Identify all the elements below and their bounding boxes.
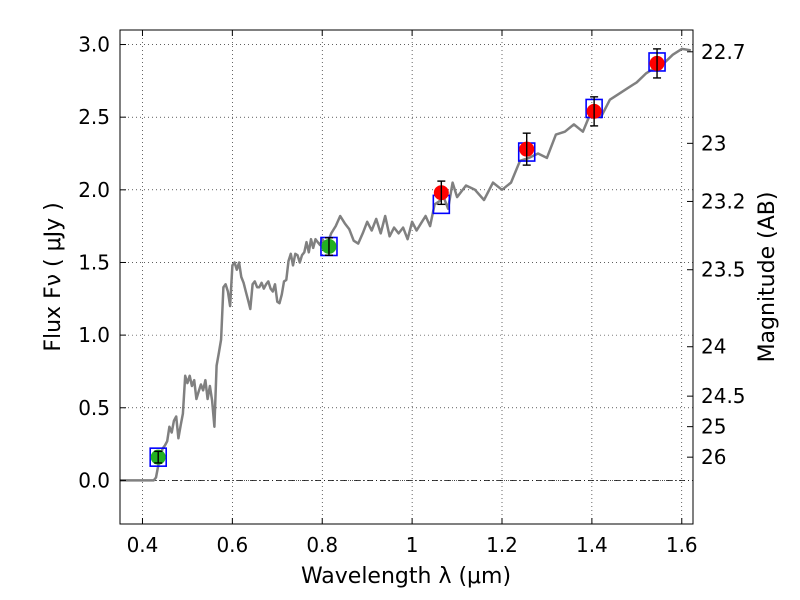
- right-axis-label: Magnitude (AB): [755, 192, 780, 363]
- x-tick-label: 0.4: [127, 533, 159, 557]
- x-tick-label: 0.8: [306, 533, 338, 557]
- right-tick-label: 23: [701, 131, 726, 155]
- right-tick-label: 24: [701, 335, 726, 359]
- y-tick-label: 2.0: [78, 178, 110, 202]
- right-tick-label: 23.2: [701, 189, 746, 213]
- x-tick-label: 1.4: [576, 533, 608, 557]
- sed-model-curve: [120, 47, 691, 482]
- x-tick-label: 0.6: [216, 533, 248, 557]
- x-tick-label: 1.6: [666, 533, 698, 557]
- y-tick-label: 1.0: [78, 323, 110, 347]
- y-tick-label: 2.5: [78, 105, 110, 129]
- y-tick-label: 0.5: [78, 396, 110, 420]
- x-axis-label: Wavelength λ (μm): [301, 564, 511, 589]
- right-tick-label: 22.7: [701, 40, 746, 64]
- right-tick-label: 24.5: [701, 384, 746, 408]
- right-tick-label: 26: [701, 445, 726, 469]
- x-tick-label: 1.2: [486, 533, 518, 557]
- y-tick-label: 0.0: [78, 468, 110, 492]
- y-tick-label: 3.0: [78, 33, 110, 57]
- y-axis-label: Flux Fν ( μJy ): [41, 202, 66, 351]
- right-tick-label: 25: [701, 415, 726, 439]
- model-flux-box: [149, 447, 167, 467]
- x-tick-label: 1: [406, 533, 419, 557]
- right-tick-label: 23.5: [701, 258, 746, 282]
- photometry-points: [150, 48, 665, 465]
- plot-frame: [119, 29, 694, 525]
- y-tick-label: 1.5: [78, 250, 110, 274]
- axis-ticks: 0.4 0.6 0.8 1 1.2 1.4 1.6 0.0 0.5 1.0 1.5 2.0 2.5 3.0…: [78, 30, 746, 557]
